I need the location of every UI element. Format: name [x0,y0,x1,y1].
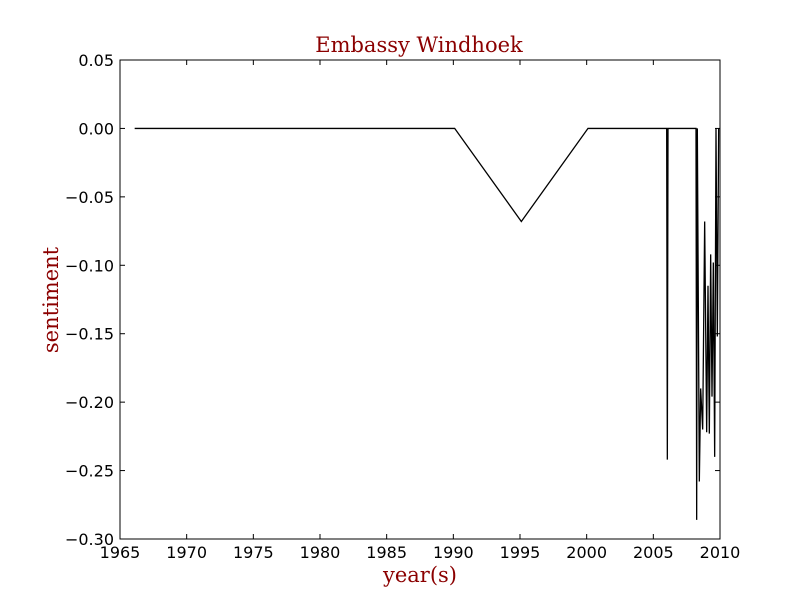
x-tick-label: 2000 [566,543,607,562]
x-tick-label: 1995 [500,543,541,562]
y-tick-label: −0.20 [65,393,114,412]
x-tick-label: 1965 [100,543,141,562]
x-tick-label: 1990 [433,543,474,562]
x-tick-label: 1985 [366,543,407,562]
x-axis: 1965 1970 1975 1980 1985 1990 1995 2000 2005 2010 [100,60,741,562]
y-axis: 0.05 0.00 −0.05 −0.10 −0.15 −0.20 −0.25 −0.30 [65,51,720,549]
y-tick-label: −0.10 [65,256,114,275]
y-tick-label: 0.00 [78,119,114,138]
y-tick-label: −0.30 [65,530,114,549]
x-tick-label: 1970 [166,543,207,562]
chart-title: Embassy Windhoek [315,33,523,57]
x-axis-label: year(s) [382,563,457,587]
y-tick-label: −0.05 [65,188,114,207]
series-line [134,127,720,520]
x-tick-label: 2010 [700,543,741,562]
axes-frame [119,59,721,540]
x-tick-label: 2005 [633,543,674,562]
y-axis-label: sentiment [39,246,63,353]
x-tick-label: 1975 [233,543,274,562]
plot-area [119,59,721,540]
y-tick-label: −0.25 [65,462,114,481]
y-tick-label: −0.15 [65,325,114,344]
y-tick-label: 0.05 [78,51,114,70]
x-tick-label: 1980 [300,543,341,562]
